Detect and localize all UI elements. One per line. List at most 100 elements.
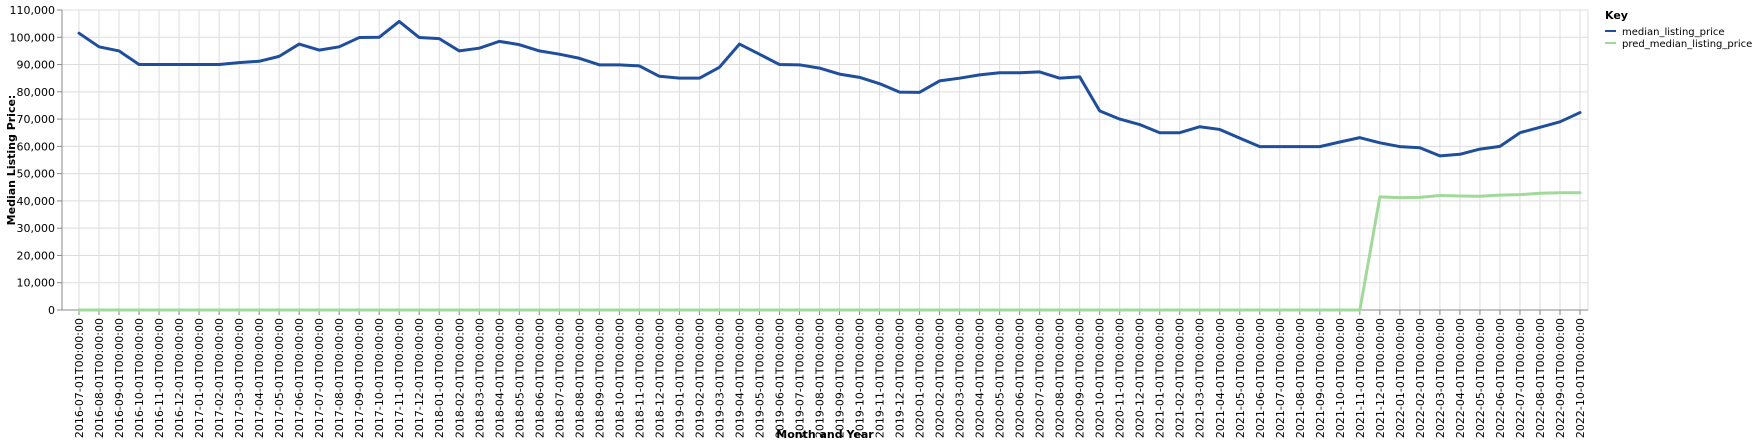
x-tick-label: 2021-08-01T00:00:00: [1294, 318, 1307, 438]
y-tick-label: 110,000: [10, 4, 56, 17]
x-tick-label: 2022-04-01T00:00:00: [1454, 318, 1467, 438]
x-tick-label: 2020-07-01T00:00:00: [1034, 318, 1047, 438]
x-tick-label: 2017-02-01T00:00:00: [213, 318, 226, 438]
x-tick-label: 2017-08-01T00:00:00: [333, 318, 346, 438]
x-tick-label: 2019-03-01T00:00:00: [713, 318, 726, 438]
x-tick-label: 2016-12-01T00:00:00: [173, 318, 186, 438]
x-tick-label: 2018-10-01T00:00:00: [613, 318, 626, 438]
y-tick-label: 90,000: [17, 59, 56, 72]
x-tick-label: 2020-09-01T00:00:00: [1074, 318, 1087, 438]
x-tick-label: 2017-01-01T00:00:00: [193, 318, 206, 438]
y-tick-label: 20,000: [17, 249, 56, 262]
series-line-median_listing_price: [77, 19, 1582, 158]
series-line-pred_median_listing_price: [77, 191, 1582, 312]
x-tick-label: 2019-02-01T00:00:00: [693, 318, 706, 438]
y-tick-label: 0: [48, 304, 55, 317]
y-tick-label: 10,000: [17, 277, 56, 290]
x-tick-label: 2018-11-01T00:00:00: [633, 318, 646, 438]
x-axis-title: Month and Year: [776, 428, 874, 441]
x-tick-label: 2021-05-01T00:00:00: [1234, 318, 1247, 438]
x-tick-label: 2018-01-01T00:00:00: [433, 318, 446, 438]
x-tick-label: 2021-12-01T00:00:00: [1374, 318, 1387, 438]
x-tick-label: 2017-12-01T00:00:00: [413, 318, 426, 438]
x-tick-label: 2020-01-01T00:00:00: [914, 318, 927, 438]
x-tick-label: 2021-02-01T00:00:00: [1174, 318, 1187, 438]
x-tick-label: 2021-09-01T00:00:00: [1314, 318, 1327, 438]
x-tick-label: 2019-04-01T00:00:00: [733, 318, 746, 438]
x-tick-label: 2021-07-01T00:00:00: [1274, 318, 1287, 438]
x-tick-label: 2019-09-01T00:00:00: [834, 318, 847, 438]
x-tick-label: 2018-07-01T00:00:00: [553, 318, 566, 438]
x-tick-label: 2016-08-01T00:00:00: [93, 318, 106, 438]
y-tick-label: 50,000: [17, 168, 56, 181]
x-tick-label: 2018-02-01T00:00:00: [453, 318, 466, 438]
x-tick-label: 2017-05-01T00:00:00: [273, 318, 286, 438]
x-tick-label: 2019-05-01T00:00:00: [753, 318, 766, 438]
y-tick-label: 60,000: [17, 140, 56, 153]
x-tick-label: 2017-04-01T00:00:00: [253, 318, 266, 438]
x-tick-label: 2022-03-01T00:00:00: [1434, 318, 1447, 438]
series-lines: [77, 19, 1582, 312]
y-tick-label: 30,000: [17, 222, 56, 235]
y-tick-label: 40,000: [17, 195, 56, 208]
x-tick-label: 2017-10-01T00:00:00: [373, 318, 386, 438]
legend-label-pred_median_listing_price: pred_median_listing_price: [1622, 39, 1752, 50]
x-tick-label: 2022-07-01T00:00:00: [1514, 318, 1527, 438]
x-tick-label: 2016-11-01T00:00:00: [153, 318, 166, 438]
x-tick-label: 2017-07-01T00:00:00: [313, 318, 326, 438]
x-tick-label: 2019-01-01T00:00:00: [673, 318, 686, 438]
x-tick-label: 2018-09-01T00:00:00: [593, 318, 606, 438]
x-tick-label: 2019-12-01T00:00:00: [894, 318, 907, 438]
x-tick-label: 2019-07-01T00:00:00: [793, 318, 806, 438]
x-tick-label: 2017-09-01T00:00:00: [353, 318, 366, 438]
legend-title: Key: [1605, 9, 1628, 22]
x-tick-label: 2021-01-01T00:00:00: [1154, 318, 1167, 438]
x-tick-label: 2022-02-01T00:00:00: [1414, 318, 1427, 438]
x-tick-label: 2020-05-01T00:00:00: [994, 318, 1007, 438]
x-tick-label: 2022-10-01T00:00:00: [1574, 318, 1587, 438]
x-tick-label: 2021-06-01T00:00:00: [1254, 318, 1267, 438]
x-tick-label: 2021-11-01T00:00:00: [1354, 318, 1367, 438]
x-tick-label: 2020-11-01T00:00:00: [1114, 318, 1127, 438]
x-tick-label: 2020-12-01T00:00:00: [1134, 318, 1147, 438]
x-tick-label: 2021-10-01T00:00:00: [1334, 318, 1347, 438]
x-tick-label: 2016-10-01T00:00:00: [133, 318, 146, 438]
x-tick-label: 2021-03-01T00:00:00: [1194, 318, 1207, 438]
x-tick-label: 2018-05-01T00:00:00: [513, 318, 526, 438]
x-tick-label: 2022-06-01T00:00:00: [1494, 318, 1507, 438]
x-tick-label: 2017-06-01T00:00:00: [293, 318, 306, 438]
x-tick-label: 2020-04-01T00:00:00: [974, 318, 987, 438]
plot-frame: [61, 9, 1589, 311]
x-tick-label: 2022-08-01T00:00:00: [1534, 318, 1547, 438]
x-tick-label: 2020-03-01T00:00:00: [954, 318, 967, 438]
axes: 0 10,000 20,000 30,000 40,000 50,000 60,000 70,…: [10, 4, 1588, 438]
x-tick-label: 2020-02-01T00:00:00: [934, 318, 947, 438]
x-tick-label: 2016-07-01T00:00:00: [73, 318, 86, 438]
x-tick-label: 2022-09-01T00:00:00: [1554, 318, 1567, 438]
x-tick-label: 2018-03-01T00:00:00: [473, 318, 486, 438]
x-tick-label: 2020-08-01T00:00:00: [1054, 318, 1067, 438]
x-tick-label: 2016-09-01T00:00:00: [113, 318, 126, 438]
x-tick-label: 2021-04-01T00:00:00: [1214, 318, 1227, 438]
x-tick-label: 2020-06-01T00:00:00: [1014, 318, 1027, 438]
y-tick-label: 100,000: [10, 31, 56, 44]
x-tick-label: 2019-10-01T00:00:00: [854, 318, 867, 438]
y-tick-label: 70,000: [17, 113, 56, 126]
x-tick-label: 2017-11-01T00:00:00: [393, 318, 406, 438]
x-tick-label: 2019-11-01T00:00:00: [874, 318, 887, 438]
grid-lines: [61, 9, 1589, 311]
x-tick-label: 2018-04-01T00:00:00: [493, 318, 506, 438]
x-tick-label: 2018-06-01T00:00:00: [533, 318, 546, 438]
x-tick-label: 2019-06-01T00:00:00: [773, 318, 786, 438]
legend: Key median_listing_pricepred_median_list…: [1605, 9, 1752, 50]
y-axis-title: Median Listing Price:: [5, 95, 18, 226]
x-tick-label: 2022-05-01T00:00:00: [1474, 318, 1487, 438]
x-tick-label: 2022-01-01T00:00:00: [1394, 318, 1407, 438]
x-tick-label: 2019-08-01T00:00:00: [813, 318, 826, 438]
x-tick-label: 2017-03-01T00:00:00: [233, 318, 246, 438]
x-tick-label: 2020-10-01T00:00:00: [1094, 318, 1107, 438]
x-tick-label: 2018-08-01T00:00:00: [573, 318, 586, 438]
legend-label-median_listing_price: median_listing_price: [1622, 27, 1725, 38]
x-tick-label: 2018-12-01T00:00:00: [653, 318, 666, 438]
